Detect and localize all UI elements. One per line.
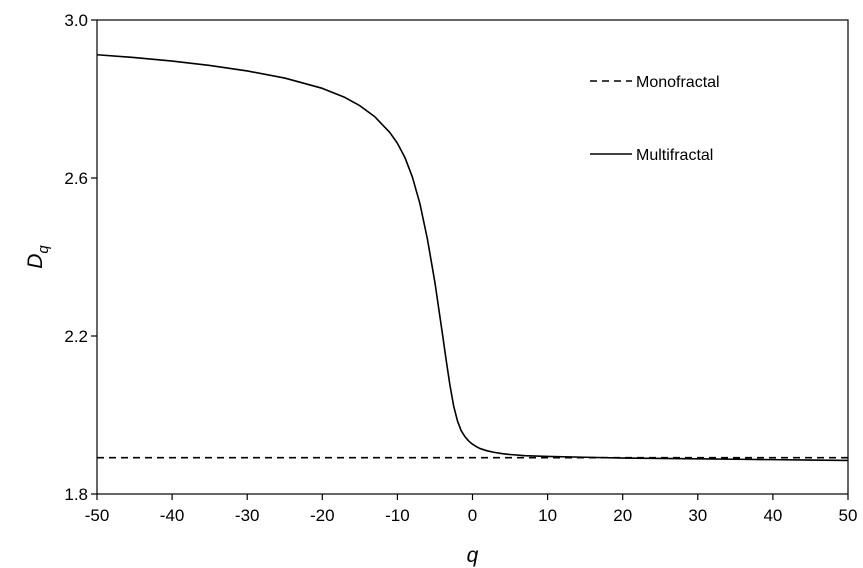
- y-axis-title: Dq: [24, 245, 52, 269]
- y-axis: 1.8 2.2 2.6 3.0: [64, 11, 97, 504]
- legend-label-multifractal: Multifractal: [636, 147, 713, 164]
- plot-area: [96, 19, 849, 495]
- x-tick-label: 30: [688, 506, 707, 525]
- x-tick-label: 20: [613, 506, 632, 525]
- legend-label-monofractal: Monofractal: [636, 74, 720, 91]
- x-axis-title: q: [467, 544, 479, 567]
- x-tick-label: -50: [85, 506, 110, 525]
- x-tick-label: -30: [235, 506, 260, 525]
- legend: Monofractal Multifractal: [590, 74, 720, 164]
- y-tick-label: 2.6: [64, 169, 88, 188]
- x-tick-label: 40: [763, 506, 782, 525]
- x-tick-label: -20: [310, 506, 335, 525]
- plot-frame: [96, 19, 849, 495]
- y-tick-label: 2.2: [64, 327, 88, 346]
- y-axis-title-subscript: q: [35, 245, 52, 254]
- series-line-multifractal: [96, 53, 849, 462]
- x-tick-label: 10: [538, 506, 557, 525]
- x-tick-label: 50: [839, 506, 858, 525]
- y-axis-title-main: D: [24, 254, 47, 269]
- x-tick-label: 0: [468, 506, 477, 525]
- y-tick-label: 3.0: [64, 11, 88, 30]
- x-tick-label: -40: [160, 506, 185, 525]
- y-tick-label: 1.8: [64, 485, 88, 504]
- x-axis: -50 -40 -30 -20 -10 0 10 20 30 40 50: [85, 494, 858, 525]
- x-tick-label: -10: [385, 506, 410, 525]
